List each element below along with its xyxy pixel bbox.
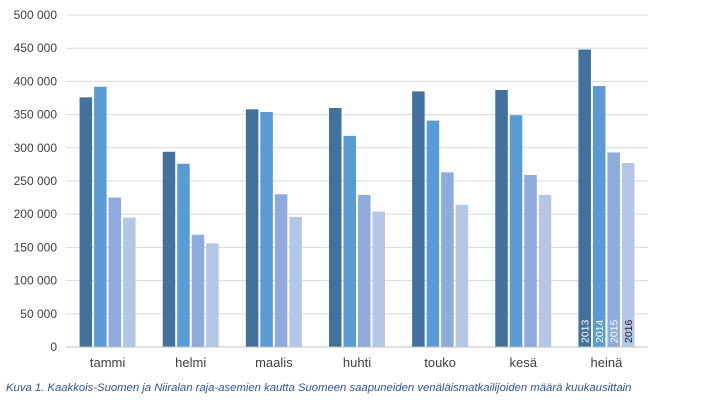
bar-chart: 0 50 000 100 000 150 000 200 000 250 000 300 0… [14, 8, 648, 370]
x-tick-label: helmi [175, 355, 206, 370]
bar-tammi-2014 [94, 86, 107, 347]
bar-touko-2013 [412, 91, 425, 347]
x-axis: tammi helmi maalis huhti touko kesä heinä [66, 346, 648, 370]
bar-huhti-2016 [372, 211, 385, 347]
bar-kesä-2015 [524, 175, 537, 347]
x-tick-label: huhti [343, 355, 371, 370]
bar-huhti-2014 [343, 135, 356, 347]
y-tick-label: 150 000 [14, 240, 58, 254]
bar-kesä-2014 [509, 115, 523, 347]
y-tick-label: 350 000 [14, 108, 58, 122]
bar-huhti-2015 [358, 194, 371, 347]
x-tick-label: heinä [591, 355, 624, 370]
y-tick-label: 500 000 [14, 8, 58, 22]
bar-tammi-2016 [123, 217, 136, 347]
y-tick-label: 200 000 [14, 207, 58, 221]
bar-helmi-2016 [206, 243, 219, 347]
series-label-2014: 2014 [594, 319, 606, 343]
series-label-2015: 2015 [609, 319, 621, 343]
x-tick-label: kesä [510, 355, 538, 370]
y-axis: 0 50 000 100 000 150 000 200 000 250 000 300 0… [14, 8, 58, 354]
bar-maalis-2014 [260, 111, 273, 347]
bar-maalis-2013 [245, 109, 259, 348]
bar-maalis-2016 [289, 216, 302, 347]
y-tick-label: 50 000 [20, 307, 57, 321]
y-tick-label: 0 [50, 340, 57, 354]
bar-heinä-2013 [578, 49, 591, 347]
bar-touko-2015 [441, 172, 454, 347]
y-tick-label: 450 000 [14, 41, 58, 55]
bar-touko-2016 [455, 204, 469, 347]
y-tick-label: 100 000 [14, 274, 58, 288]
y-tick-label: 250 000 [14, 174, 58, 188]
bar-touko-2014 [426, 120, 440, 348]
bars: 2013 2014 2015 2016 [79, 49, 635, 348]
bar-maalis-2015 [274, 194, 288, 347]
x-tick-label: maalis [255, 355, 293, 370]
y-tick-label: 300 000 [14, 141, 58, 155]
x-tick-label: tammi [90, 355, 126, 370]
series-label-2016: 2016 [623, 319, 635, 343]
bar-heinä-2016 [621, 163, 635, 347]
bar-helmi-2013 [162, 151, 176, 347]
series-label-2013: 2013 [580, 319, 592, 343]
figure-caption: Kuva 1. Kaakkois-Suomen ja Niiralan raja… [6, 382, 632, 394]
bar-heinä-2014 [592, 86, 606, 347]
x-tick-label: touko [424, 355, 456, 370]
bar-tammi-2015 [108, 197, 122, 347]
bar-helmi-2015 [191, 234, 205, 347]
bar-heinä-2015 [607, 152, 620, 347]
bar-helmi-2014 [177, 163, 190, 347]
bar-huhti-2013 [329, 107, 342, 348]
bar-tammi-2013 [79, 97, 93, 347]
bar-kesä-2013 [495, 90, 508, 348]
gridlines [66, 14, 648, 315]
y-tick-label: 400 000 [14, 74, 58, 88]
bar-kesä-2016 [538, 194, 552, 347]
